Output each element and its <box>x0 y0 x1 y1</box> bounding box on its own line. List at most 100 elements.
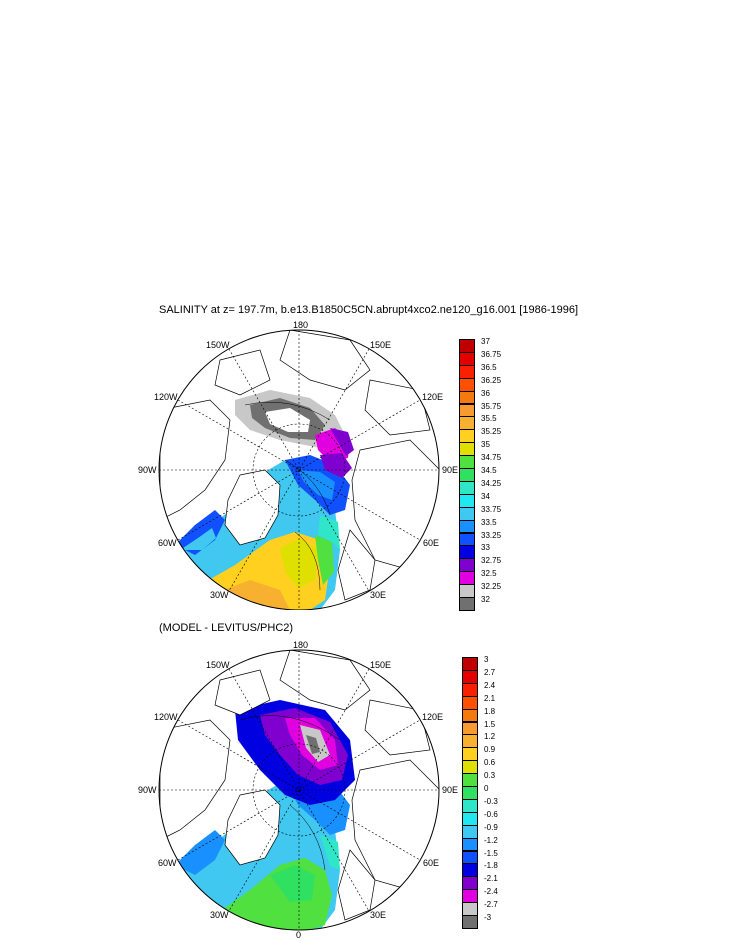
graticule <box>159 650 439 930</box>
lon-label-150w: 150W <box>206 660 230 670</box>
colorbar-tick-label: 34.75 <box>481 453 502 463</box>
colorbar-swatch <box>459 429 475 444</box>
colorbar-tick-label: 36 <box>481 388 490 398</box>
colorbar-swatch <box>462 798 478 813</box>
colorbar-swatch <box>462 708 478 723</box>
colorbar-swatch <box>462 695 478 710</box>
colorbar-swatch <box>462 915 478 929</box>
lon-label-60e: 60E <box>423 538 439 548</box>
colorbar-swatch <box>459 493 475 508</box>
colorbar-swatch <box>462 902 478 916</box>
lon-label-90e: 90E <box>442 785 458 795</box>
colorbar-swatch <box>462 682 478 697</box>
lon-label-90w: 90W <box>138 465 157 475</box>
colorbar-swatch <box>459 364 475 379</box>
lon-label-30e: 30E <box>370 590 386 600</box>
lon-label-30e: 30E <box>370 910 386 920</box>
salinity-polar-map: 180 150E 120E 90E 60E 30E 0 30W 60W 90W … <box>138 320 458 610</box>
colorbar-swatch <box>459 506 475 521</box>
colorbar-tick-label: 2.1 <box>484 693 496 703</box>
colorbar-tick-label: 32 <box>481 595 490 604</box>
colorbar-tick-label: 33.5 <box>481 517 497 527</box>
colorbar-tick-label: 33.25 <box>481 530 502 540</box>
lon-label-150w: 150W <box>206 340 230 350</box>
colorbar-tick-label: 34.5 <box>481 466 497 475</box>
colorbar-swatch <box>462 773 478 787</box>
colorbar-tick-label: 36.75 <box>481 349 502 359</box>
salinity-field <box>159 330 439 610</box>
colorbar-tick-label: -3 <box>484 913 492 922</box>
colorbar-tick-label: -2.7 <box>484 900 498 910</box>
colorbar-tick-label: -0.9 <box>484 822 498 832</box>
colorbar-tick-label: 35.75 <box>481 401 502 411</box>
lon-label-0: 0 <box>296 930 301 940</box>
colorbar-tick-label: 32.5 <box>481 569 497 579</box>
colorbar-swatch <box>459 416 475 431</box>
colorbar-swatch <box>462 760 478 775</box>
colorbar-swatch <box>462 747 478 762</box>
colorbar-swatch <box>459 351 475 366</box>
colorbar-swatch <box>459 545 475 560</box>
colorbar-tick-label: 36.5 <box>481 362 497 372</box>
colorbar-tick-label: 36.25 <box>481 375 502 385</box>
lon-label-150e: 150E <box>370 340 391 350</box>
colorbar-tick-label: 0.3 <box>484 771 496 781</box>
lon-label-60w: 60W <box>158 858 177 868</box>
colorbar-tick-label: 0 <box>484 784 489 793</box>
colorbar-tick-label: 33 <box>481 543 490 553</box>
colorbar-swatch <box>462 850 478 865</box>
colorbar-tick-label: 1.2 <box>484 732 496 742</box>
colorbar-swatch <box>459 584 475 598</box>
lon-label-180: 180 <box>293 320 308 330</box>
salinity-difference-polar-map: 180 150E 120E 90E 60E 30E 0 30W 60W 90W … <box>138 640 458 940</box>
colorbar-tick-label: 0.6 <box>484 758 496 768</box>
colorbar-tick-label: 32.25 <box>481 582 502 592</box>
lon-label-30w: 30W <box>210 910 229 920</box>
lon-label-60w: 60W <box>158 538 177 548</box>
colorbar-swatch <box>459 455 475 469</box>
colorbar-swatch <box>459 442 475 457</box>
colorbar-swatch <box>462 811 478 826</box>
colorbar-swatch <box>459 480 475 495</box>
lon-label-120w: 120W <box>154 712 178 722</box>
colorbar-swatch <box>459 597 475 611</box>
colorbar-tick-label: -1.5 <box>484 848 498 858</box>
colorbar-tick-label: 37 <box>481 337 490 346</box>
colorbar-swatch <box>459 339 475 353</box>
colorbar-tick-label: 2.7 <box>484 667 496 677</box>
colorbar-swatch <box>462 721 478 736</box>
colorbar-tick-label: 3 <box>484 655 489 664</box>
colorbar-tick-label: -1.2 <box>484 835 498 845</box>
colorbar-swatch <box>462 824 478 839</box>
colorbar-tick-label: 2.4 <box>484 680 496 690</box>
lon-label-60e: 60E <box>423 858 439 868</box>
colorbar-tick-label: 1.8 <box>484 706 496 716</box>
difference-field <box>159 650 439 930</box>
lon-label-90e: 90E <box>442 465 458 475</box>
graticule <box>159 330 439 610</box>
colorbar-swatch <box>459 377 475 392</box>
lon-label-120e: 120E <box>422 712 443 722</box>
panel-title-salinity: SALINITY at z= 197.7m, b.e13.B1850C5CN.a… <box>159 304 579 316</box>
colorbar-swatch <box>462 657 478 671</box>
colorbar-tick-label: 35.5 <box>481 414 497 424</box>
colorbar-tick-label: -0.6 <box>484 809 498 819</box>
colorbar-swatch <box>459 390 475 405</box>
panel-title-difference: (MODEL - LEVITUS/PHC2) <box>159 622 294 634</box>
colorbar-swatch <box>462 837 478 852</box>
colorbar-swatch <box>462 786 478 800</box>
colorbar-tick-label: 32.75 <box>481 556 502 566</box>
colorbar-swatch <box>459 558 475 573</box>
colorbar-tick-label: 33.75 <box>481 504 502 514</box>
colorbar-swatch <box>459 532 475 547</box>
lon-label-90w: 90W <box>138 785 157 795</box>
colorbar-tick-label: -2.1 <box>484 874 498 884</box>
colorbar-swatch <box>459 571 475 586</box>
lon-label-120w: 120W <box>154 392 178 402</box>
lon-label-120e: 120E <box>422 392 443 402</box>
colorbar-tick-label: 34.25 <box>481 478 502 488</box>
colorbar-tick-label: 1.5 <box>484 719 496 729</box>
colorbar-swatch <box>459 468 475 482</box>
colorbar-tick-label: -2.4 <box>484 887 498 897</box>
lon-label-150e: 150E <box>370 660 391 670</box>
